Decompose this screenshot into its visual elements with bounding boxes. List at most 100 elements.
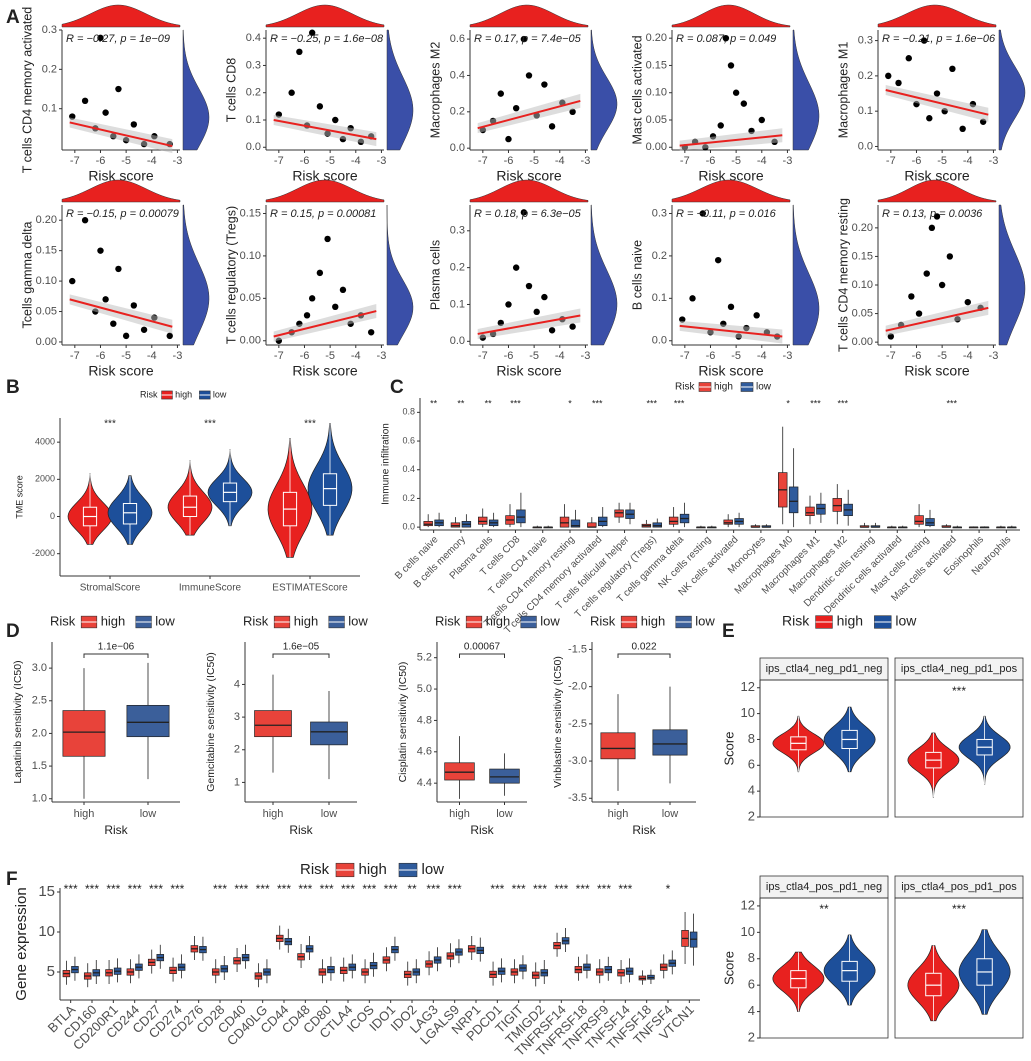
y-axis-title: T cells CD4 memory resting [836, 198, 850, 352]
legend-label: high [101, 613, 126, 628]
x-tick-label: -3 [173, 350, 183, 362]
legend-title: Risk [50, 613, 76, 628]
point [316, 103, 324, 110]
point [296, 48, 303, 56]
x-tick-label: -7 [274, 350, 284, 362]
y-tick-label: 4 [748, 783, 755, 798]
y-tick-label: 0.8 [402, 407, 415, 417]
x-density [469, 179, 589, 203]
x-tick-label: -3 [581, 155, 591, 167]
legend-label: low [540, 613, 560, 628]
significance: *** [554, 882, 568, 896]
y-tick-label: 0.2 [246, 87, 261, 99]
significance: *** [490, 882, 504, 896]
y-tick-label: 0.2 [858, 70, 873, 82]
y-tick-label: 0.3 [450, 225, 465, 237]
legend-label: low [348, 613, 368, 628]
point [933, 90, 941, 97]
y-tick-label: 5 [47, 963, 55, 980]
y-tick-label: 4.8 [417, 714, 432, 726]
x-tick-label: -5 [121, 350, 131, 362]
comparison-label: 1.1e−06 [98, 642, 135, 653]
y-axis-title: T cells regulatory (Tregs) [224, 206, 238, 344]
panel-label: E [722, 621, 735, 642]
annotation: R = 0.17, p = 7.4e−05 [474, 33, 582, 45]
x-axis-title: Risk score [496, 168, 562, 184]
x-tick-label: -7 [680, 350, 690, 362]
panel-label: A [6, 7, 20, 28]
legend-title: Risk [435, 613, 461, 628]
legend-label: low [155, 613, 175, 628]
point [497, 90, 504, 97]
y-tick-label: 1 [234, 776, 240, 788]
y-tick-label: -1.5 [568, 643, 587, 655]
point [324, 235, 331, 243]
annotation: R = −0.25, p = 1.6e−08 [270, 33, 384, 45]
significance: *** [426, 882, 440, 896]
facet-title: ips_ctla4_pos_pd1_neg [766, 881, 882, 893]
point [102, 296, 109, 303]
significance: *** [837, 398, 848, 408]
point [926, 115, 933, 122]
significance: *** [304, 419, 316, 430]
trend-line [679, 324, 783, 338]
y-axis-title: Mast cells activated [630, 35, 644, 144]
y-density [182, 204, 210, 346]
box [122, 503, 138, 525]
point [512, 264, 520, 271]
x-tick-label: -4 [351, 155, 361, 167]
y-axis-title: Gemcitabine sensitivity (IC50) [205, 652, 217, 791]
y-tick-label: 6 [748, 757, 755, 772]
x-tick-label: -3 [581, 350, 591, 362]
y-tick-label: 0.6 [450, 33, 465, 45]
significance: *** [170, 882, 184, 896]
significance: * [786, 398, 790, 408]
significance: *** [576, 882, 590, 896]
box [816, 503, 826, 515]
trend-line [679, 134, 783, 147]
x-tick-label: -6 [504, 155, 514, 167]
legend-label: high [641, 613, 666, 628]
y-density [792, 29, 820, 151]
x-tick-label: low [662, 808, 679, 820]
point [946, 253, 954, 260]
trend-line [273, 119, 377, 141]
y-tick-label: 0.1 [246, 114, 261, 126]
x-tick-label: -5 [325, 155, 335, 167]
y-tick-label: 0.1 [42, 103, 57, 115]
point [308, 295, 316, 302]
x-tick-label: -3 [989, 155, 999, 167]
significance: *** [128, 882, 142, 896]
y-density [590, 204, 618, 346]
y-axis-title: Vinblastine sensitivity (IC50) [552, 656, 564, 788]
x-axis-title: Risk [632, 823, 656, 837]
y-tick-label: 0 [50, 511, 55, 521]
x-tick-label: -5 [529, 350, 539, 362]
significance: *** [277, 882, 291, 896]
box [925, 518, 935, 527]
y-tick-label: 0.4 [402, 464, 415, 474]
y-tick-label: 0.2 [652, 250, 667, 262]
y-tick-label: 1.0 [32, 793, 47, 805]
y-tick-label: 0.1 [652, 292, 667, 304]
y-tick-label: 0.3 [42, 24, 57, 36]
point [928, 224, 936, 232]
box [600, 732, 636, 760]
y-tick-label: 0.2 [42, 63, 57, 75]
box [925, 972, 942, 997]
y-density [386, 204, 414, 346]
point [905, 55, 912, 62]
x-tick-label: -4 [555, 350, 565, 362]
x-tick-label: -7 [70, 350, 80, 362]
point [740, 100, 748, 107]
point [933, 213, 941, 220]
y-tick-label: 1.5 [32, 760, 47, 772]
point [753, 312, 760, 319]
point [923, 270, 930, 277]
box [841, 960, 858, 982]
facet-title: ips_ctla4_neg_pd1_neg [766, 663, 883, 675]
significance: *** [85, 882, 99, 896]
x-tick-label: -6 [706, 155, 716, 167]
point [525, 282, 533, 290]
significance: * [666, 882, 671, 896]
